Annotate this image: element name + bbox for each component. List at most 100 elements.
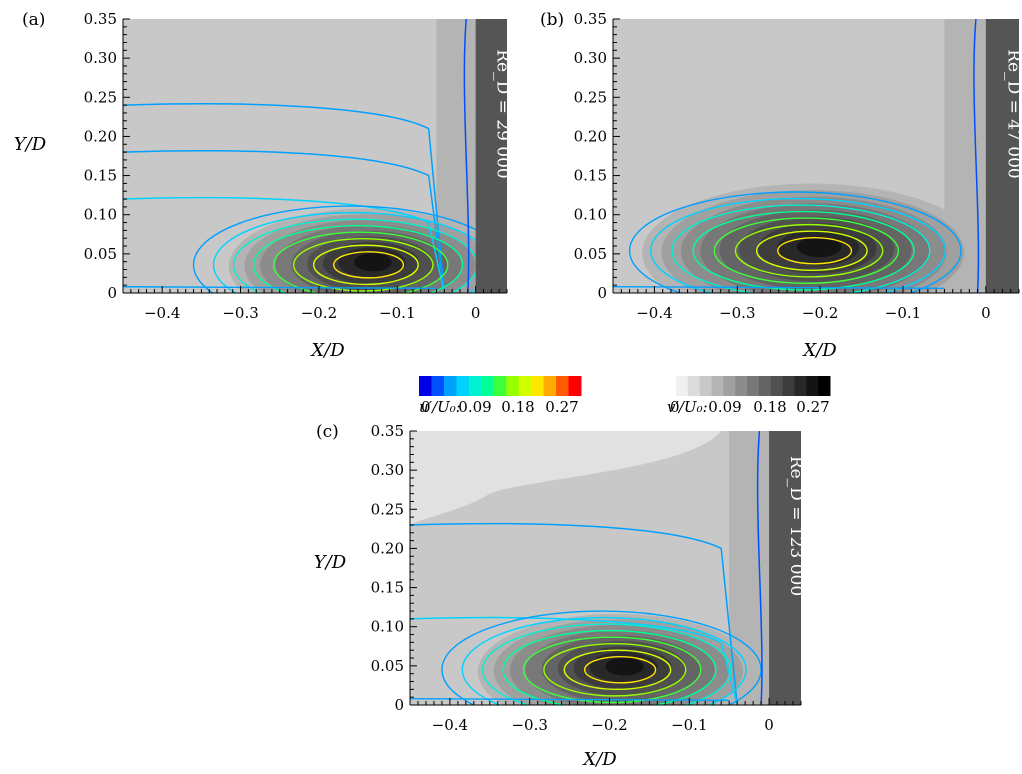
y-axis-label: Y/D (14, 134, 47, 155)
y-tick-label: 0.35 (84, 10, 117, 28)
x-tick-label: −0.4 (636, 304, 672, 322)
y-tick-label: 0.15 (84, 167, 117, 185)
colorbar-swatch (556, 376, 570, 396)
x-tick-label: −0.2 (591, 716, 627, 734)
colorbar-v-tick-0: 0 (670, 398, 680, 416)
colorbar-swatch (493, 376, 507, 396)
colorbar-v-tick-1: 0.09 (708, 398, 741, 416)
x-tick-label: −0.1 (379, 304, 415, 322)
colorbar-v-tick-3: 0.27 (796, 398, 829, 416)
colorbar-v-label: v′/U₀: (667, 398, 708, 416)
colorbar-swatch (794, 376, 807, 396)
u-contour-ring-5 (734, 223, 884, 278)
x-tick-label: −0.3 (222, 304, 258, 322)
y-tick-label: 0.25 (84, 88, 117, 106)
u-contour-ring-7 (583, 656, 657, 684)
x-axis-label: X/D (581, 749, 617, 770)
colorbar-swatch (506, 376, 520, 396)
colorbar-u-tick-1: 0.09 (458, 398, 491, 416)
panel-b: −0.4 −0.3 −0.2 −0.1 0 0 0.05 0.10 0.15 0.20 0.25 0.… (540, 10, 1022, 361)
u-contour-ring-0 (628, 191, 962, 293)
colorbar-swatch (568, 376, 582, 396)
y-tick-label: 0.15 (371, 579, 404, 597)
x-tick-label: 0 (764, 716, 774, 734)
u-contour-ring-4 (272, 231, 449, 293)
reynolds-annotation: Re_D = 47 000 (1003, 49, 1022, 179)
colorbar-swatch (531, 376, 545, 396)
contour-field (123, 19, 507, 293)
colorbar-u-tick-0: 0 (421, 398, 431, 416)
colorbar-v-tick-2: 0.18 (753, 398, 786, 416)
reynolds-annotation: Re_D = 123 000 (786, 456, 806, 596)
x-axis-label: X/D (309, 340, 345, 361)
colorbar-u-tick-3: 0.27 (545, 398, 578, 416)
u-contour-ring-7 (333, 251, 405, 279)
colorbar-u-label: u′/U₀: (419, 398, 461, 416)
u-contour-ring-4 (713, 217, 900, 285)
colorbar-swatch (770, 376, 784, 396)
colorbar-swatch (419, 376, 432, 396)
contour-field (410, 431, 801, 705)
x-tick-label: −0.2 (802, 304, 838, 322)
y-tick-label: 0.30 (574, 49, 607, 67)
x-tick-label: −0.4 (144, 304, 180, 322)
x-tick-label: 0 (981, 304, 991, 322)
v-contour-level-8 (354, 253, 392, 272)
colorbar-swatch (456, 376, 470, 396)
wall-block (769, 431, 801, 705)
wall-contour-line (756, 431, 763, 705)
colorbar-swatch (443, 376, 457, 396)
colorbar-swatch (758, 376, 772, 396)
panel-c: −0.4 −0.3 −0.2 −0.1 0 0 0.05 0.10 0.15 0.20 0.25 0.… (314, 422, 806, 770)
y-tick-label: 0.20 (84, 127, 117, 145)
y-tick-label: 0.35 (574, 10, 607, 28)
colorbar-swatch (468, 376, 482, 396)
y-tick-label: 0 (107, 284, 117, 302)
colorbar-swatch (481, 376, 495, 396)
y-tick-label: 0 (394, 696, 404, 714)
colorbar-swatch (818, 376, 831, 396)
colorbar-swatch (518, 376, 532, 396)
colorbar-swatch (735, 376, 748, 396)
bottom-contour-line (410, 698, 730, 702)
colorbar-swatch (699, 376, 713, 396)
y-tick-label: 0.15 (574, 167, 607, 185)
bottom-contour-line (613, 286, 945, 290)
u-contour-ring-7 (777, 236, 853, 265)
panel-label: (a) (22, 10, 45, 30)
u-contour-ring-1 (461, 616, 747, 705)
y-tick-label: 0.05 (371, 657, 404, 675)
y-tick-label: 0.20 (574, 127, 607, 145)
u-contour-ring-2 (482, 623, 732, 705)
colorbar-swatch (806, 376, 819, 396)
y-tick-label: 0.30 (84, 49, 117, 67)
colorbar-swatch (431, 376, 445, 396)
colorbar-swatch (543, 376, 557, 396)
u-contour-ring-6 (312, 244, 419, 286)
u-contour-line (410, 616, 738, 705)
panel-label: (b) (540, 10, 564, 30)
colorbar-swatch (782, 376, 795, 396)
x-tick-label: −0.4 (432, 716, 468, 734)
colorbar-u-tick-2: 0.18 (501, 398, 534, 416)
u-contour-ring-3 (502, 629, 717, 705)
panel-label: (c) (316, 422, 339, 442)
contour-field (613, 19, 1019, 293)
y-axis-label: Y/D (314, 552, 347, 573)
x-tick-label: −0.1 (885, 304, 921, 322)
light-region (410, 431, 722, 525)
colorbar-u (419, 376, 582, 396)
wall-contour-line (463, 19, 470, 293)
y-tick-label: 0.30 (371, 461, 404, 479)
x-tick-label: −0.1 (671, 716, 707, 734)
y-tick-label: 0.10 (84, 206, 117, 224)
wall-contour-line (973, 19, 980, 293)
u-contour-line (410, 522, 738, 705)
y-tick-label: 0 (597, 284, 607, 302)
colorbar-swatch (711, 376, 724, 396)
y-tick-label: 0.10 (574, 206, 607, 224)
u-contour-line (123, 103, 446, 293)
u-contour-ring-0 (192, 205, 507, 293)
colorbar-swatch (687, 376, 701, 396)
